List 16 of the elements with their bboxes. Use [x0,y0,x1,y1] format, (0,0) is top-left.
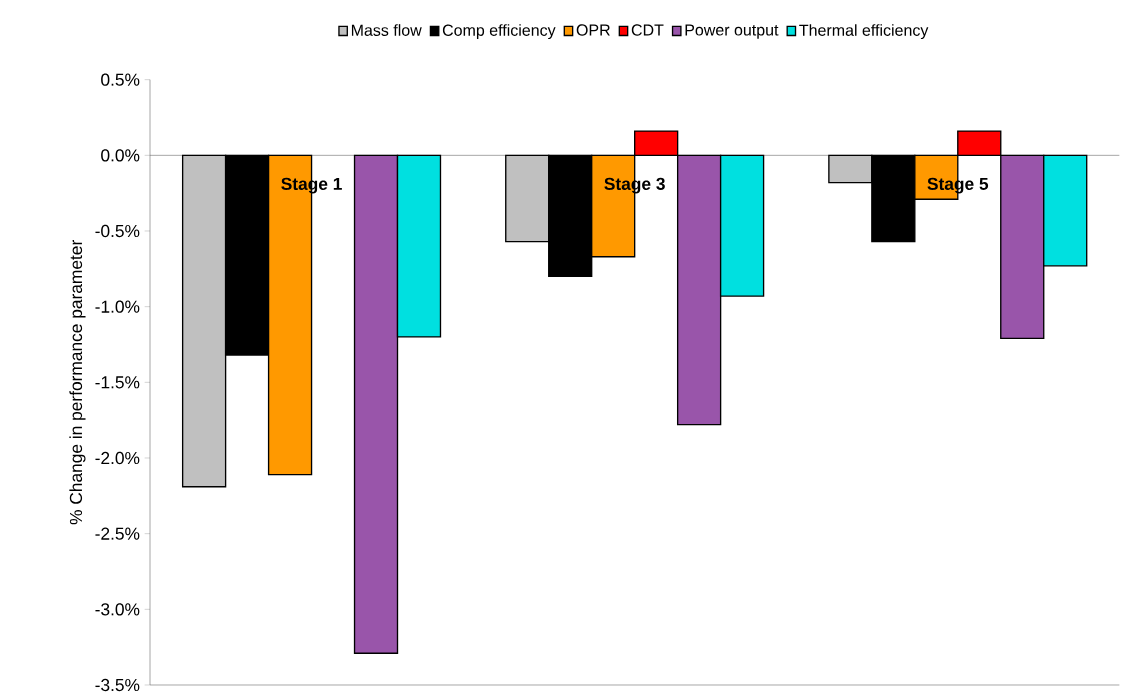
legend-label: Power output [685,24,779,39]
legend-label: OPR [576,24,610,36]
legend-label: Mass flow [351,24,422,36]
y-tick-label: -1.0% [95,300,140,313]
y-axis-title: % Change in performance parameter [69,240,86,525]
legend-label: CDT [631,24,664,36]
y-tick-label: 0.5% [101,73,140,86]
y-tick-label: -3.0% [95,603,140,616]
y-tick-label: -1.5% [95,376,140,389]
y-tick-label: -3.5% [95,678,140,692]
y-tick-label: 0.0% [101,149,140,162]
y-tick-label: -2.5% [95,527,140,540]
legend-label: Thermal efficiency [799,24,929,40]
legend-label: Comp efficiency [442,24,556,40]
y-tick-label: -0.5% [95,224,140,238]
y-tick-label: -2.0% [95,451,140,465]
